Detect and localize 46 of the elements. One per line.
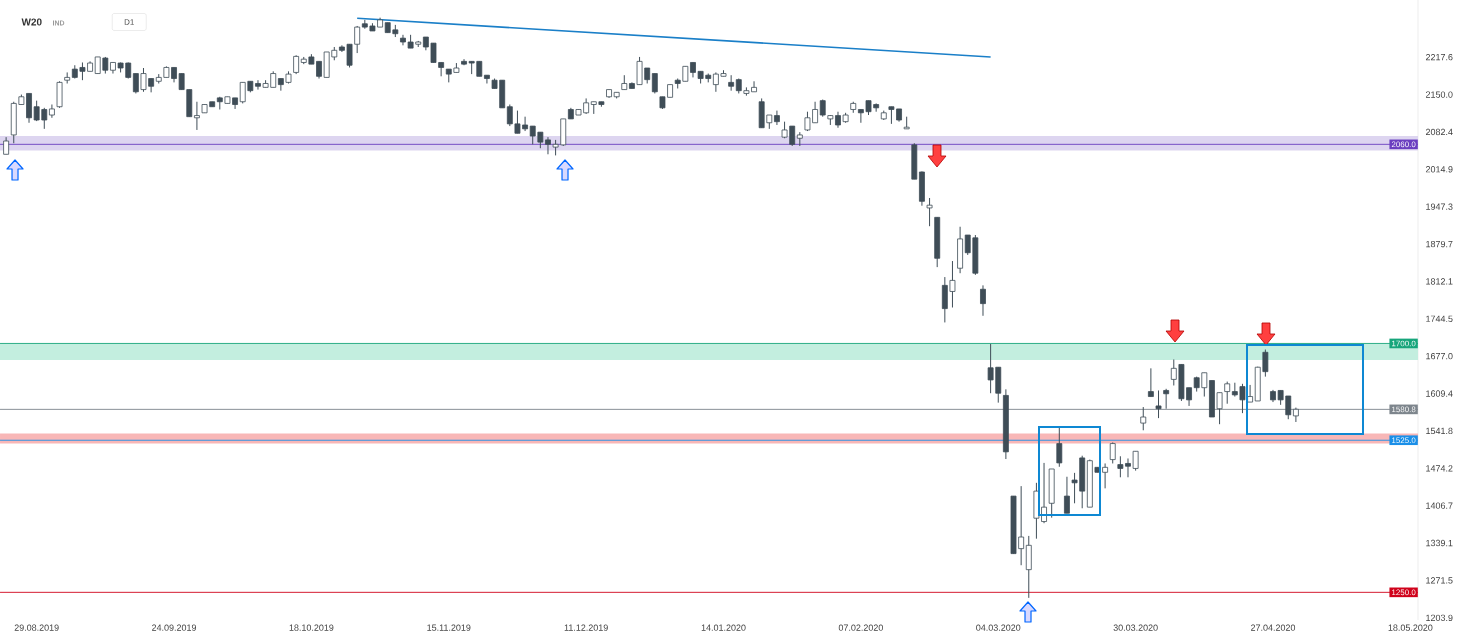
x-tick-label: 04.03.2020	[976, 624, 1021, 631]
candlestick	[1155, 389, 1162, 419]
x-tick-label: 18.10.2019	[289, 624, 334, 631]
y-tick-label: 2217.6	[1425, 53, 1453, 61]
candlestick	[926, 197, 933, 227]
candlestick	[980, 284, 986, 317]
candlestick	[1056, 427, 1063, 468]
y-tick-label: 1203.9	[1426, 614, 1453, 622]
y-tick-label: 1271.5	[1426, 577, 1453, 584]
candlestick	[774, 110, 780, 126]
candlestick	[484, 74, 490, 84]
x-tick-label: 07.02.2020	[838, 624, 883, 631]
candlestick	[728, 74, 735, 92]
y-tick-label: 1677.0	[1426, 352, 1453, 360]
x-tick-label: 29.08.2019	[14, 624, 59, 631]
y-tick-label: 1474.2	[1426, 465, 1453, 472]
x-tick-label: 18.05.2020	[1388, 624, 1433, 631]
y-tick-label: 1744.5	[1426, 315, 1453, 322]
y-tick-label: 1947.3	[1426, 203, 1453, 210]
candlestick	[1109, 441, 1116, 464]
x-tick-label: 27.04.2020	[1251, 624, 1296, 631]
candlestick	[651, 73, 658, 94]
y-tick-label: 1609.4	[1426, 390, 1453, 397]
y-tick-label: 1339.1	[1426, 539, 1453, 547]
candlestick	[194, 101, 200, 131]
y-tick-label: 2150.0	[1425, 91, 1453, 98]
candlestick	[1102, 462, 1109, 489]
y-tick-label: 1541.8	[1426, 427, 1453, 435]
candlestick	[1147, 367, 1154, 398]
y-tick-label: 2014.9	[1425, 166, 1453, 173]
candlestick	[1140, 406, 1147, 431]
x-tick-label: 11.12.2019	[564, 624, 608, 631]
text: W20	[21, 18, 42, 26]
x-tick-label: 14.01.2020	[701, 624, 746, 631]
x-tick-label: 15.11.2019	[427, 624, 471, 631]
y-tick-label: 1879.7	[1426, 240, 1453, 248]
y-tick-label: 1406.7	[1426, 502, 1453, 509]
candlestick	[1064, 476, 1070, 514]
candlestick	[1247, 384, 1254, 403]
candlestick	[293, 54, 300, 75]
x-tick-label: 30.03.2020	[1113, 624, 1158, 631]
y-tick-label: 2082.4	[1425, 128, 1453, 136]
candlestick	[1163, 388, 1170, 410]
x-tick-label: 24.09.2019	[152, 624, 197, 631]
y-tick-label: 1812.1	[1426, 278, 1453, 285]
candlestick	[1224, 381, 1231, 405]
